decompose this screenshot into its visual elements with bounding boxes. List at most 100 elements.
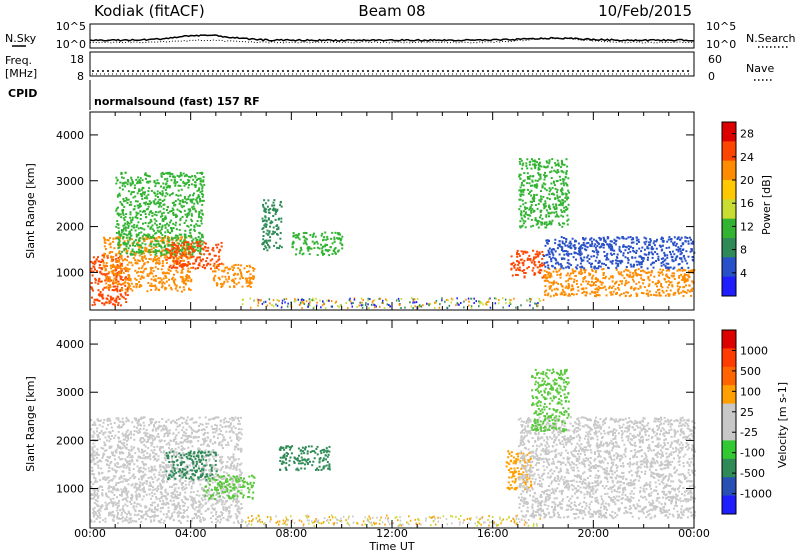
scatter-cell [616, 269, 618, 271]
ground-scatter-cell [530, 301, 532, 303]
scatter-cell [109, 237, 111, 239]
scatter-cell [122, 259, 124, 261]
scatter-cell [154, 214, 156, 216]
scatter-cell [275, 213, 277, 215]
scatter-cell [120, 426, 122, 428]
scatter-cell [119, 201, 121, 203]
scatter-cell [175, 224, 177, 226]
scatter-cell [585, 294, 587, 296]
scatter-cell [131, 179, 133, 181]
scatter-cell [205, 423, 207, 425]
scatter-cell [617, 254, 619, 256]
ground-scatter-cell [396, 300, 398, 302]
scatter-cell [98, 280, 100, 282]
scatter-cell [263, 235, 265, 237]
scatter-cell [195, 259, 197, 261]
scatter-cell [196, 494, 198, 496]
scatter-cell [616, 260, 618, 262]
ground-scatter-cell [531, 298, 533, 300]
freq-right-tick-top: 60 [708, 53, 722, 66]
scatter-cell [683, 295, 685, 297]
scatter-cell [111, 260, 113, 262]
scatter-cell [633, 265, 635, 267]
scatter-cell [589, 262, 591, 264]
scatter-cell [638, 268, 640, 270]
scatter-cell [180, 254, 182, 256]
scatter-cell [521, 226, 523, 228]
scatter-cell [613, 250, 615, 252]
scatter-cell [158, 199, 160, 201]
scatter-cell [549, 187, 551, 189]
scatter-cell [191, 199, 193, 201]
scatter-cell [115, 253, 117, 255]
scatter-cell [566, 208, 568, 210]
scatter-cell [133, 468, 135, 470]
scatter-cell [123, 200, 125, 202]
scatter-cell [182, 247, 184, 249]
scatter-cell [167, 249, 169, 251]
scatter-cell [179, 494, 181, 496]
scatter-cell [578, 243, 580, 245]
scatter-cell [211, 512, 213, 514]
scatter-cell [156, 224, 158, 226]
scatter-cell [678, 293, 680, 295]
scatter-cell [139, 482, 141, 484]
scatter-cell [145, 511, 147, 513]
scatter-cell [202, 266, 204, 268]
scatter-cell [269, 212, 271, 214]
ground-scatter-cell [536, 303, 538, 305]
scatter-cell [123, 182, 125, 184]
scatter-cell [227, 442, 229, 444]
ground-scatter-cell [505, 299, 507, 301]
scatter-cell [611, 276, 613, 278]
scatter-cell [554, 239, 556, 241]
scatter-cell [533, 263, 535, 265]
scatter-cell [107, 255, 109, 257]
scatter-cell [189, 232, 191, 234]
scatter-cell [181, 242, 183, 244]
scatter-cell [110, 486, 112, 488]
scatter-cell [138, 510, 140, 512]
scatter-cell [158, 241, 160, 243]
scatter-cell [124, 219, 126, 221]
scatter-cell [202, 438, 204, 440]
scatter-cell [684, 237, 686, 239]
scatter-cell [177, 195, 179, 197]
scatter-cell [172, 223, 174, 225]
scatter-cell [105, 301, 107, 303]
scatter-cell [108, 435, 110, 437]
ground-scatter-cell [412, 307, 414, 309]
scatter-cell [623, 238, 625, 240]
freq-label-line1: Freq. [5, 54, 32, 67]
scatter-cell [674, 294, 676, 296]
scatter-cell [527, 218, 529, 220]
scatter-cell [544, 188, 546, 190]
noise-left-label: N.Sky [5, 32, 37, 45]
scatter-cell [277, 234, 279, 236]
scatter-cell [165, 491, 167, 493]
scatter-cell [163, 204, 165, 206]
scatter-cell [303, 242, 305, 244]
scatter-cell [202, 444, 204, 446]
scatter-cell [125, 197, 127, 199]
scatter-cell [537, 255, 539, 257]
scatter-cell [666, 270, 668, 272]
scatter-cell [158, 521, 160, 523]
scatter-cell [641, 261, 643, 263]
scatter-cell [678, 249, 680, 251]
scatter-cell [568, 204, 570, 206]
scatter-cell [181, 429, 183, 431]
scatter-cell [164, 235, 166, 237]
scatter-cell [670, 253, 672, 255]
scatter-cell [583, 256, 585, 258]
scatter-cell [130, 433, 132, 435]
scatter-cell [94, 268, 96, 270]
ground-scatter-cell [284, 298, 286, 300]
scatter-cell [653, 294, 655, 296]
scatter-cell [562, 180, 564, 182]
ground-scatter-cell [307, 306, 309, 308]
scatter-cell [561, 249, 563, 251]
scatter-cell [249, 283, 251, 285]
scatter-cell [161, 254, 163, 256]
scatter-cell [109, 420, 111, 422]
